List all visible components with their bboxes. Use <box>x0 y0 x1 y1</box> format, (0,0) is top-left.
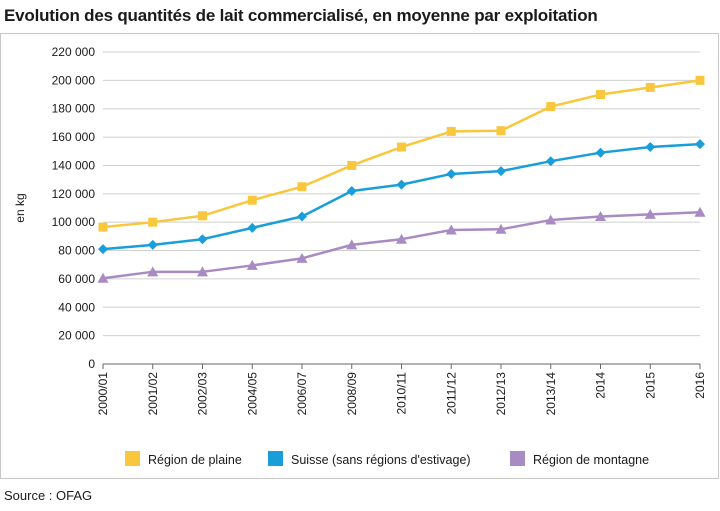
data-point <box>445 224 457 235</box>
y-tick-label: 20 000 <box>58 329 95 343</box>
data-point <box>197 266 208 277</box>
data-point <box>198 211 207 221</box>
data-point <box>147 239 158 250</box>
x-tick-label: 2004/05 <box>245 372 259 416</box>
legend-label: Région de plaine <box>148 453 242 467</box>
data-point <box>446 126 456 136</box>
y-tick-label: 180 000 <box>52 102 96 116</box>
data-point <box>545 156 556 167</box>
data-point <box>595 211 606 222</box>
x-tick-label: 2013/14 <box>544 372 558 416</box>
data-point <box>695 139 705 150</box>
y-tick-label: 220 000 <box>52 45 96 59</box>
data-point <box>97 272 109 283</box>
y-tick-label: 0 <box>88 357 95 371</box>
y-tick-label: 200 000 <box>52 73 96 87</box>
data-point <box>346 185 357 196</box>
data-point <box>496 166 506 177</box>
data-point <box>246 259 258 270</box>
data-point <box>247 222 258 233</box>
x-tick-label: 2010/11 <box>395 372 409 415</box>
data-point <box>496 126 506 136</box>
data-point <box>297 211 307 222</box>
y-tick-label: 120 000 <box>52 187 96 201</box>
y-tick-label: 60 000 <box>58 272 95 286</box>
source-note: Source : OFAG <box>4 488 93 503</box>
x-tick-label: 2008/09 <box>345 372 359 416</box>
x-tick-label: 2015 <box>643 372 657 399</box>
data-point <box>396 233 407 244</box>
y-tick-label: 100 000 <box>52 215 96 229</box>
data-point <box>645 82 655 92</box>
data-point <box>397 142 406 152</box>
data-point <box>644 208 656 219</box>
y-tick-label: 140 000 <box>52 158 96 172</box>
data-point <box>98 222 108 232</box>
data-point <box>147 266 159 277</box>
data-point <box>347 160 357 170</box>
legend-swatch <box>125 451 140 466</box>
chart-title: Evolution des quantités de lait commerci… <box>4 6 598 25</box>
data-point <box>595 147 606 158</box>
data-point <box>495 223 507 234</box>
data-point <box>545 214 557 225</box>
legend-swatch <box>268 451 283 466</box>
data-point <box>297 182 307 192</box>
data-point <box>197 234 208 245</box>
x-tick-label: 2016 <box>693 372 707 399</box>
x-tick-label: 2002/03 <box>196 372 210 416</box>
data-point <box>148 217 158 227</box>
data-point <box>247 195 257 205</box>
chart-frame <box>0 33 719 479</box>
y-tick-label: 40 000 <box>58 300 95 314</box>
data-point <box>695 75 705 85</box>
data-point <box>546 102 556 112</box>
x-tick-label: 2014 <box>594 372 608 399</box>
data-point <box>296 252 308 263</box>
legend-swatch <box>510 451 525 466</box>
legend-label: Suisse (sans régions d'estivage) <box>291 453 471 467</box>
x-tick-label: 2000/01 <box>96 372 110 416</box>
series-line <box>102 142 701 251</box>
data-point <box>694 206 706 217</box>
x-tick-label: 2001/02 <box>146 372 160 416</box>
data-point <box>645 142 656 153</box>
x-tick-label: 2011/12 <box>444 372 458 415</box>
x-tick-label: 2006/07 <box>295 372 309 416</box>
data-point <box>396 179 407 190</box>
data-point <box>596 90 605 100</box>
y-tick-label: 80 000 <box>58 244 95 258</box>
x-tick-label: 2012/13 <box>494 372 508 416</box>
data-point <box>98 244 108 255</box>
series-line <box>102 79 701 229</box>
data-point <box>446 168 457 179</box>
y-axis-label: en kg <box>13 193 27 222</box>
legend-label: Région de montagne <box>533 453 649 467</box>
y-tick-label: 160 000 <box>52 130 96 144</box>
data-point <box>346 239 358 250</box>
